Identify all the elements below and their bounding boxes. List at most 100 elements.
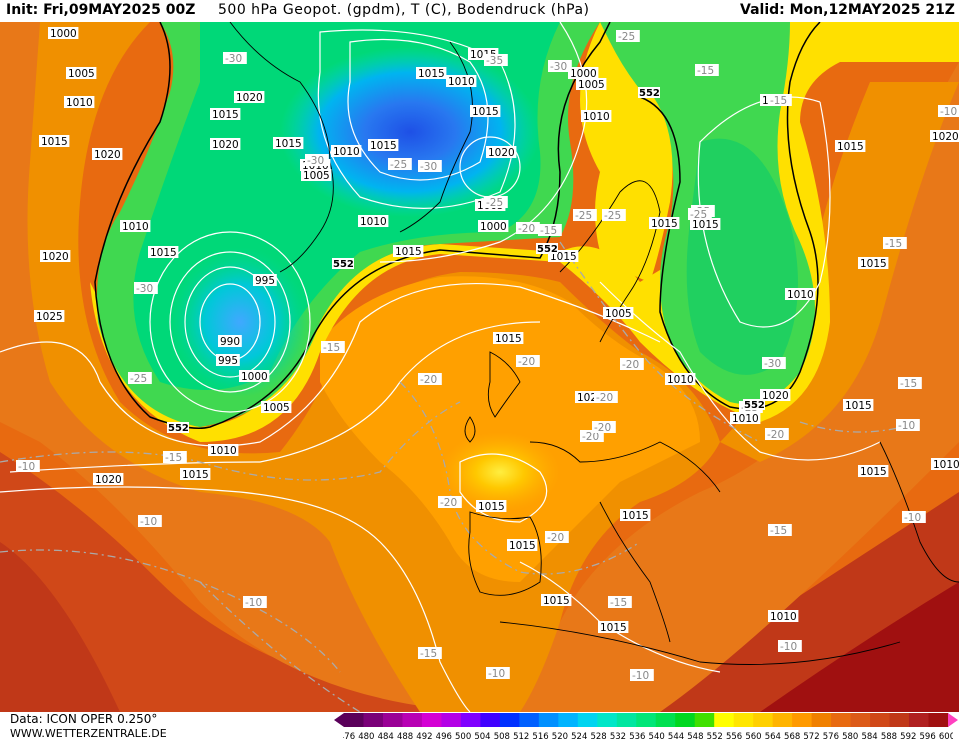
temperature-label-text: -25: [604, 210, 621, 222]
colorbar-swatch: [616, 713, 637, 727]
pressure-label: 1015: [835, 140, 866, 153]
pressure-label: 1015: [507, 539, 538, 552]
pressure-label-text: 1005: [263, 402, 290, 414]
pressure-label-text: 1020: [488, 147, 515, 159]
temperature-label-text: -10: [898, 420, 915, 432]
colorbar: [334, 713, 958, 727]
temperature-label: -35: [484, 54, 508, 67]
temperature-label: -15: [163, 451, 187, 464]
pressure-label: 1015: [690, 218, 721, 231]
trough-east-inner: [686, 138, 798, 375]
init-time: Init: Fri,09MAY2025 00Z: [6, 2, 196, 18]
colorbar-swatch: [655, 713, 676, 727]
temperature-label-text: -30: [550, 61, 567, 73]
geopotential-label: 552: [536, 243, 558, 255]
pressure-label: 1010: [665, 373, 696, 386]
pressure-label: 1005: [301, 169, 332, 182]
temperature-label: -15: [418, 647, 442, 660]
pressure-label-text: 1010: [333, 146, 360, 158]
temperature-label-text: -15: [885, 238, 902, 250]
pressure-label: 1015: [493, 332, 524, 345]
colorbar-tick-label: 532: [610, 732, 626, 741]
temperature-label-text: -20: [547, 532, 564, 544]
geopotential-label-text: 552: [333, 259, 354, 270]
pressure-label-text: 990: [220, 336, 240, 348]
pressure-label-text: 1010: [583, 111, 610, 123]
pressure-label-text: 1020: [762, 390, 789, 402]
pressure-label: 1015: [620, 509, 651, 522]
coast-uk: [487, 351, 521, 418]
temperature-label: -10: [938, 105, 959, 118]
pressure-label-text: 1015: [395, 246, 422, 258]
temperature-label: -25: [616, 30, 640, 43]
temperature-label: -25: [573, 209, 597, 222]
colorbar-tick-label: 540: [649, 732, 665, 741]
pressure-label-text: 1010: [448, 76, 475, 88]
temperature-label: -20: [438, 496, 462, 509]
valid-time: Valid: Mon,12MAY2025 21Z: [740, 2, 955, 18]
colorbar-swatch: [480, 713, 501, 727]
colorbar-tick-label: 496: [436, 732, 452, 741]
pressure-label: 1020: [930, 130, 959, 143]
colorbar-swatch: [538, 713, 559, 727]
temperature-label: -15: [538, 224, 562, 237]
coast-iberia: [468, 511, 542, 596]
colorbar-tick-label: 480: [358, 732, 374, 741]
colorbar-swatch: [831, 713, 852, 727]
geopotential-label: 552: [167, 422, 189, 434]
temperature-label-text: -10: [940, 106, 957, 118]
isobar-greenland-1: [347, 38, 489, 181]
pressure-label: 1010: [931, 458, 959, 471]
pressure-label-text: 1015: [860, 466, 887, 478]
pressure-label: 1010: [581, 110, 612, 123]
colorbar-swatch: [811, 713, 832, 727]
pressure-label-text: 1000: [241, 371, 268, 383]
temperature-label: -10: [486, 667, 510, 680]
colorbar-swatch: [714, 713, 735, 727]
pressure-label: 1000: [48, 27, 79, 40]
temperature-label-text: -15: [165, 452, 182, 464]
temperature-label-text: -10: [140, 516, 157, 528]
colorbar-tick-label: 588: [881, 732, 897, 741]
pressure-label: 1010: [768, 610, 799, 623]
isotherms: [0, 241, 921, 712]
colorbar-swatch: [792, 713, 813, 727]
temperature-label: -15: [883, 237, 907, 250]
temperature-label: -25: [388, 158, 412, 171]
pressure-label: 1000: [478, 220, 509, 233]
colorbar-tick-label: 528: [590, 732, 606, 741]
colorbar-swatch: [636, 713, 657, 727]
geopotential-label-text: 552: [639, 88, 660, 99]
colorbar-swatch: [460, 713, 481, 727]
temperature-label-text: -15: [770, 525, 787, 537]
pressure-label: 1015: [858, 465, 889, 478]
colorbar-tick-label: 596: [920, 732, 936, 741]
temperature-label-text: -25: [690, 209, 707, 221]
pressure-label: 1005: [261, 401, 292, 414]
geopotential-label: 552: [332, 258, 354, 270]
colorbar-swatch: [499, 713, 520, 727]
temperature-label-text: -30: [420, 161, 437, 173]
pressure-label: 1015: [476, 500, 507, 513]
pressure-label: 1015: [598, 621, 629, 634]
pressure-label-text: 1020: [42, 251, 69, 263]
field-584-band: [0, 542, 120, 712]
temperature-label: -20: [516, 222, 540, 235]
colorbar-swatch: [402, 713, 423, 727]
pressure-label: 1000: [239, 370, 270, 383]
temperature-label-text: -10: [904, 512, 921, 524]
temperature-label: -15: [768, 524, 792, 537]
pressure-label: 1015: [649, 217, 680, 230]
colorbar-arrow-left: [334, 713, 344, 727]
pressure-label-text: 1020: [94, 149, 121, 161]
isotherm-10-b: [199, 581, 361, 712]
contour-552-east: [639, 22, 821, 410]
colorbar-swatch: [909, 713, 930, 727]
pressure-label-text: 1015: [845, 400, 872, 412]
colorbar-swatch: [577, 713, 598, 727]
temperature-label-text: -15: [770, 95, 787, 107]
pressure-label-text: 1000: [50, 28, 77, 40]
isobar-1020-south: [0, 486, 471, 712]
temperature-label: -25: [688, 208, 712, 221]
isobar-low-4: [149, 231, 311, 413]
